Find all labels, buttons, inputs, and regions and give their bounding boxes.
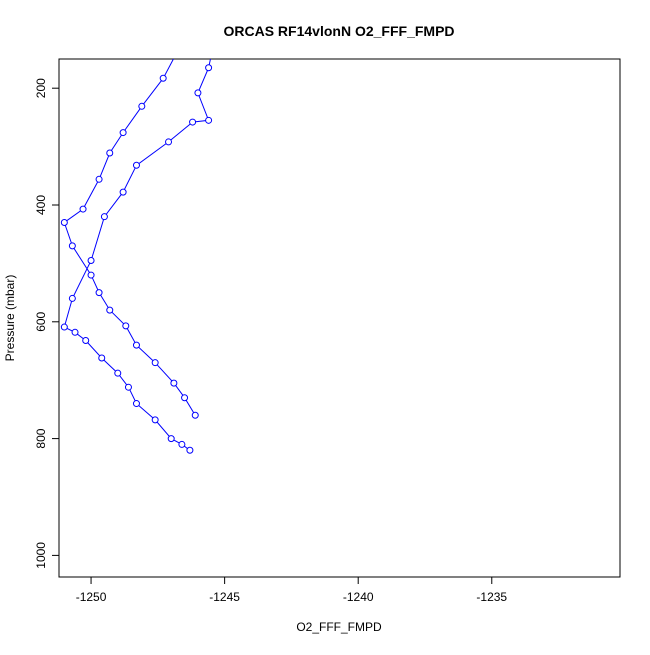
data-point [95, 175, 103, 183]
data-point [106, 306, 114, 314]
data-point [191, 411, 199, 419]
data-point [132, 400, 140, 408]
data-point [132, 341, 140, 349]
data-point [60, 323, 68, 331]
plot-frame [58, 58, 621, 578]
x-tick-label: -1250 [76, 590, 107, 604]
data-point [194, 89, 202, 97]
data-point [122, 322, 130, 330]
data-point [79, 205, 87, 213]
y-axis: 200 400 600 800 1000 [34, 78, 59, 569]
data-point [119, 188, 127, 196]
y-tick-label: 1000 [34, 542, 48, 569]
data-point [82, 336, 90, 344]
data-point [151, 359, 159, 367]
series-2 [60, 59, 199, 419]
data-point [178, 440, 186, 448]
data-point [71, 328, 79, 336]
data-point [60, 219, 68, 227]
y-tick-label: 400 [34, 195, 48, 215]
series-layer [60, 59, 213, 454]
data-point [87, 271, 95, 279]
data-point [106, 149, 114, 157]
data-point [170, 379, 178, 387]
y-tick-label: 800 [34, 428, 48, 448]
data-point [181, 394, 189, 402]
data-point [138, 102, 146, 110]
data-point [132, 161, 140, 169]
data-point [95, 289, 103, 297]
data-point [165, 138, 173, 146]
y-axis-label: Pressure (mbar) [3, 275, 17, 362]
series-line [63, 59, 211, 451]
y-tick-label: 200 [34, 78, 48, 98]
chart-title: ORCAS RF14vlonN O2_FFF_FMPD [223, 23, 454, 39]
data-point [87, 256, 95, 264]
data-point [186, 446, 194, 454]
x-tick-label: -1240 [343, 590, 374, 604]
data-point [167, 435, 175, 443]
data-point [124, 383, 132, 391]
x-axis: -1250 -1245 -1240 -1235 [76, 577, 507, 604]
x-tick-label: -1245 [209, 590, 240, 604]
series-1 [60, 59, 213, 454]
data-point [205, 64, 213, 72]
data-point [159, 74, 167, 82]
data-point [68, 242, 76, 250]
data-point [189, 118, 197, 126]
data-point [119, 129, 127, 137]
data-point [98, 354, 106, 362]
x-tick-label: -1235 [476, 590, 507, 604]
x-axis-label: O2_FFF_FMPD [296, 620, 382, 634]
data-point [100, 213, 108, 221]
data-point [205, 116, 213, 124]
data-point [114, 369, 122, 377]
data-point [68, 294, 76, 302]
y-tick-label: 600 [34, 311, 48, 331]
data-point [151, 416, 159, 424]
